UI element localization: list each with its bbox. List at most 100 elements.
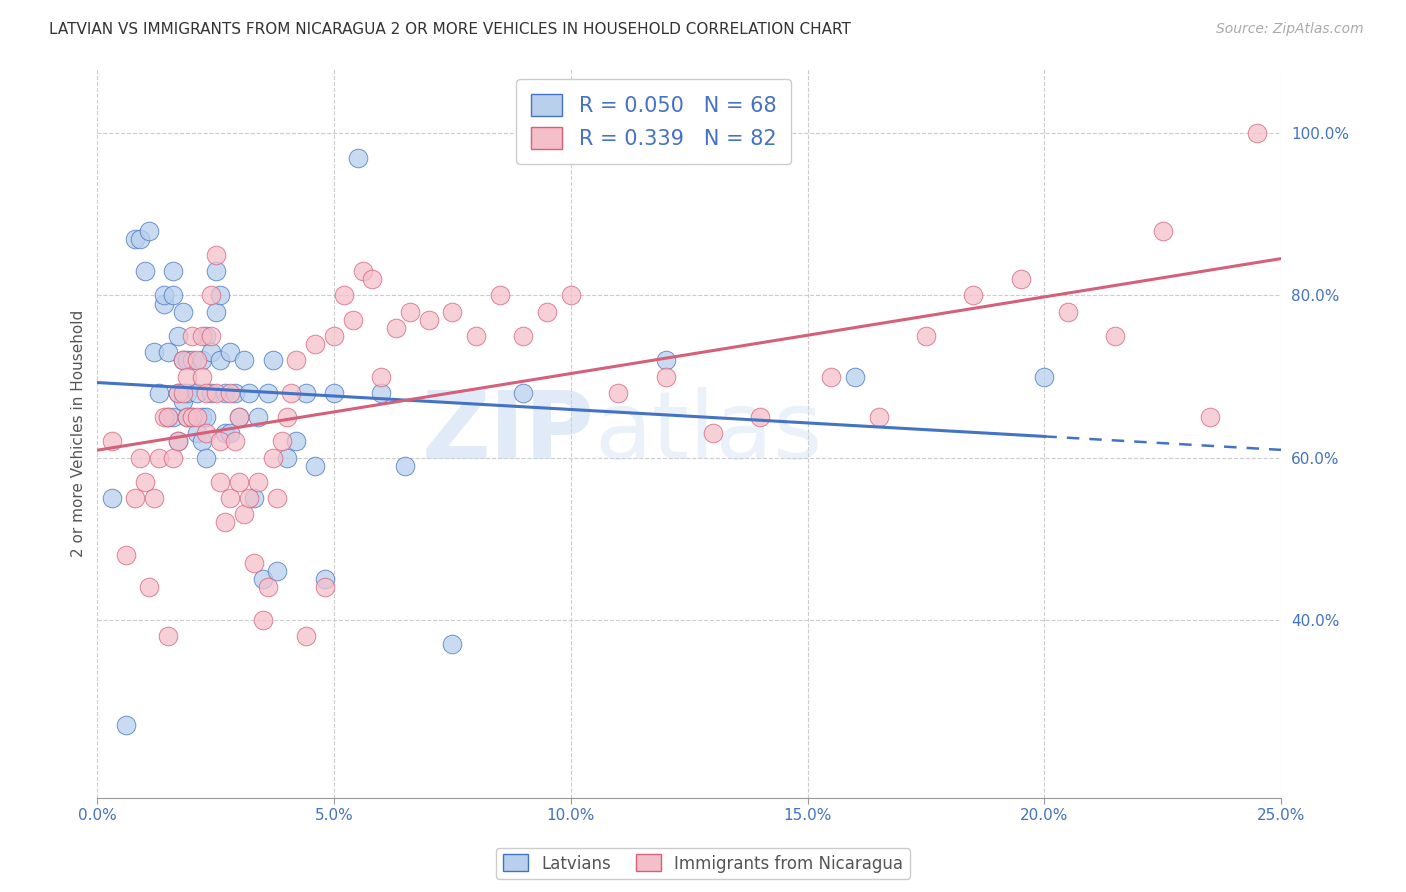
Point (304, 458, 326, 473)
Point (162, 264, 184, 278)
Point (166, 385, 188, 400)
Point (190, 369, 212, 384)
Point (209, 353, 232, 368)
Point (238, 491, 260, 505)
Point (152, 288, 174, 302)
Point (138, 224, 160, 238)
Point (332, 288, 354, 302)
Point (844, 369, 866, 384)
Point (233, 353, 256, 368)
Point (200, 288, 222, 302)
Point (224, 434, 246, 449)
Point (271, 434, 294, 449)
Point (172, 353, 194, 368)
Point (266, 491, 288, 505)
Legend: Latvians, Immigrants from Nicaragua: Latvians, Immigrants from Nicaragua (496, 847, 910, 880)
Point (209, 434, 232, 449)
Point (314, 580, 336, 594)
Text: atlas: atlas (595, 387, 823, 479)
Point (181, 329, 204, 343)
Point (162, 410, 184, 425)
Point (114, 718, 136, 732)
Point (242, 556, 264, 570)
Point (1010, 272, 1032, 286)
Point (129, 232, 152, 246)
Point (162, 288, 184, 302)
Y-axis label: 2 or more Vehicles in Household: 2 or more Vehicles in Household (72, 310, 86, 557)
Point (441, 637, 464, 651)
Point (252, 613, 274, 627)
Point (242, 491, 264, 505)
Point (285, 353, 308, 368)
Point (172, 353, 194, 368)
Text: Source: ZipAtlas.com: Source: ZipAtlas.com (1216, 22, 1364, 37)
Point (654, 353, 676, 368)
Point (124, 491, 146, 505)
Point (152, 296, 174, 310)
Point (209, 288, 232, 302)
Point (148, 450, 170, 465)
Text: ZIP: ZIP (422, 387, 595, 479)
Point (342, 313, 364, 327)
Point (346, 151, 368, 165)
Point (262, 353, 284, 368)
Point (204, 264, 226, 278)
Legend: R = 0.050   N = 68, R = 0.339   N = 82: R = 0.050 N = 68, R = 0.339 N = 82 (516, 78, 792, 164)
Point (134, 475, 156, 489)
Point (157, 410, 180, 425)
Point (176, 369, 198, 384)
Point (186, 410, 208, 425)
Point (233, 508, 256, 522)
Point (465, 329, 488, 343)
Point (560, 288, 582, 302)
Point (214, 426, 236, 441)
Point (152, 410, 174, 425)
Point (915, 329, 938, 343)
Point (820, 369, 842, 384)
Point (280, 385, 302, 400)
Point (186, 353, 208, 368)
Point (323, 329, 346, 343)
Point (962, 288, 984, 302)
Point (176, 410, 198, 425)
Point (219, 426, 242, 441)
Point (262, 450, 284, 465)
Point (512, 329, 534, 343)
Point (1246, 127, 1268, 141)
Point (384, 321, 406, 335)
Point (162, 450, 184, 465)
Point (1199, 410, 1222, 425)
Point (536, 304, 558, 318)
Point (138, 580, 160, 594)
Point (166, 385, 188, 400)
Point (100, 491, 122, 505)
Point (143, 491, 166, 505)
Point (247, 410, 270, 425)
Point (195, 385, 218, 400)
Point (129, 450, 152, 465)
Point (228, 410, 250, 425)
Point (195, 426, 218, 441)
Point (124, 232, 146, 246)
Point (294, 385, 316, 400)
Point (172, 304, 194, 318)
Point (276, 450, 298, 465)
Point (1033, 369, 1056, 384)
Point (190, 410, 212, 425)
Point (204, 248, 226, 262)
Point (304, 337, 326, 351)
Point (1057, 304, 1080, 318)
Point (195, 450, 218, 465)
Point (209, 475, 232, 489)
Point (172, 393, 194, 408)
Point (157, 410, 180, 425)
Point (256, 580, 278, 594)
Point (214, 385, 236, 400)
Point (114, 548, 136, 562)
Point (176, 353, 198, 368)
Text: LATVIAN VS IMMIGRANTS FROM NICARAGUA 2 OR MORE VEHICLES IN HOUSEHOLD CORRELATION: LATVIAN VS IMMIGRANTS FROM NICARAGUA 2 O… (49, 22, 851, 37)
Point (1152, 224, 1174, 238)
Point (285, 434, 308, 449)
Point (204, 385, 226, 400)
Point (247, 475, 270, 489)
